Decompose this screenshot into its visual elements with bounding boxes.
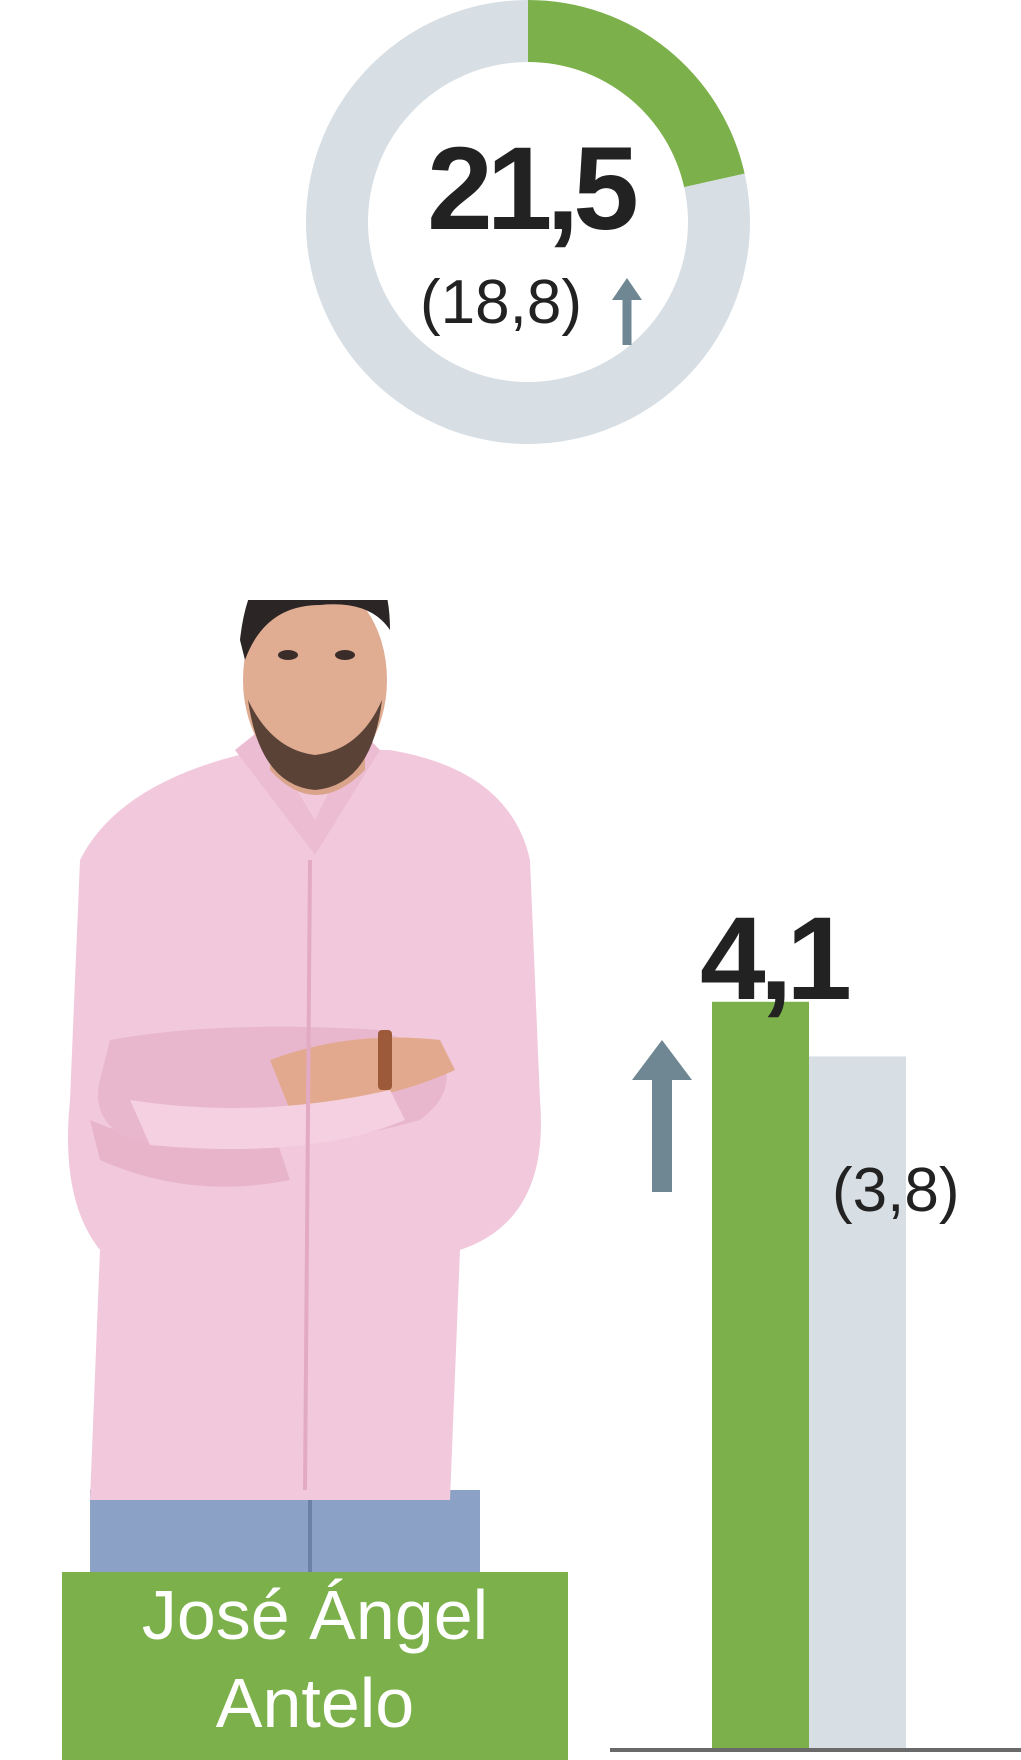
bar-value-current: 4,1	[700, 893, 852, 1025]
name-line-1: José Ángel	[141, 1576, 489, 1654]
portrait-photo	[68, 600, 541, 1575]
donut-previous-label: (18,8)	[420, 268, 582, 337]
donut-ring	[306, 0, 750, 445]
donut-value-label: 21,5	[427, 123, 639, 255]
arrow-up-icon	[612, 278, 642, 345]
bar-current	[712, 1001, 809, 1748]
bar-group	[712, 1001, 906, 1748]
donut-slice-current	[528, 0, 745, 188]
arrow-up-icon	[632, 1040, 692, 1192]
donut-chart	[306, 0, 750, 445]
bar-value-previous: (3,8)	[832, 1156, 960, 1225]
name-line-2: Antelo	[215, 1663, 415, 1742]
bar-previous	[809, 1056, 906, 1748]
bar-chart	[610, 1001, 1021, 1752]
name-label-box: José Ángel Antelo	[62, 1572, 568, 1760]
